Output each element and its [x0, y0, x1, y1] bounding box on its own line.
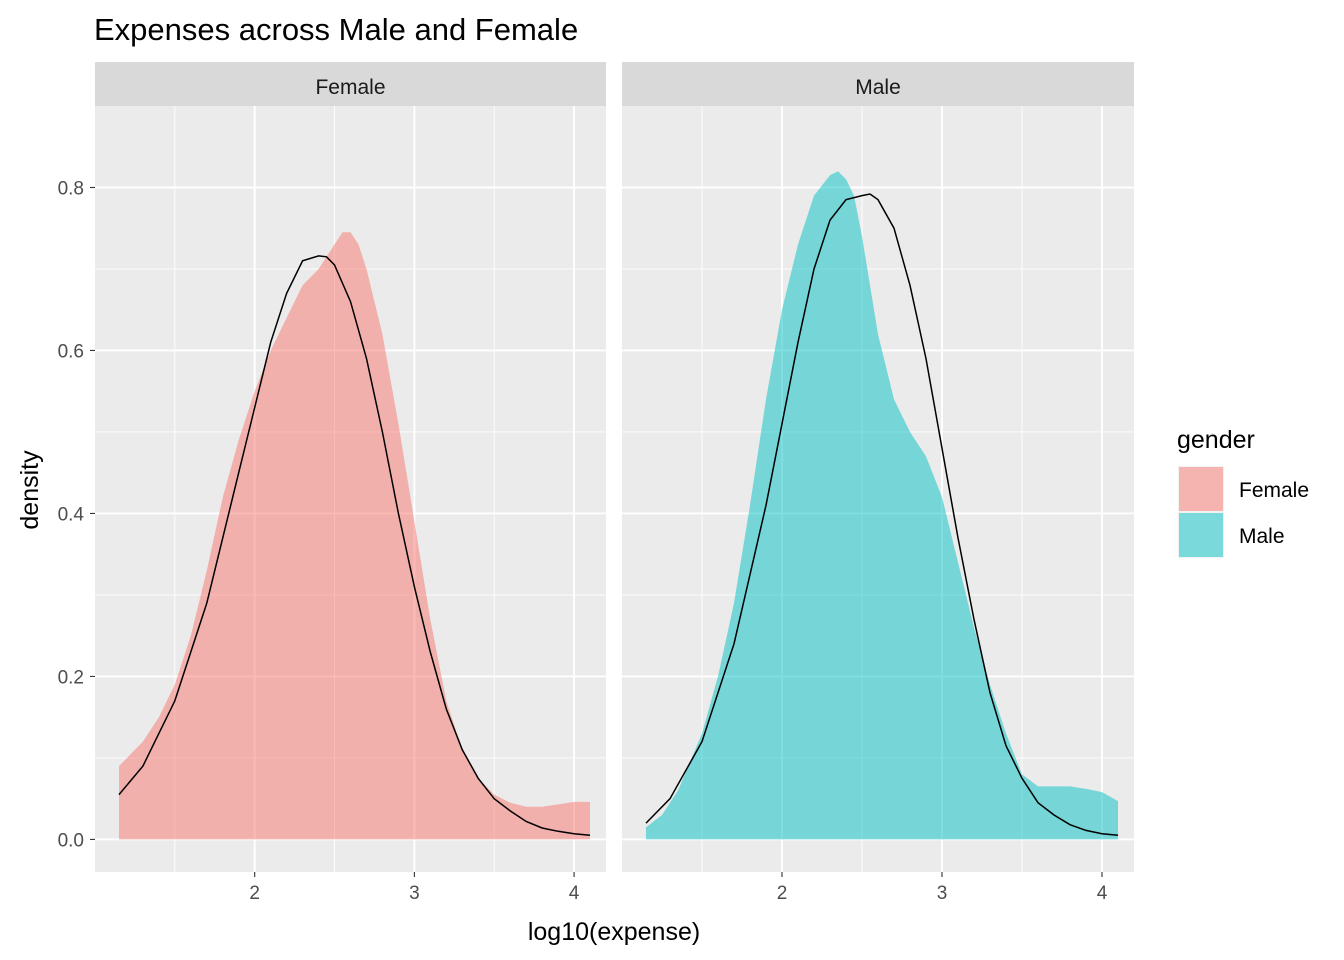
x-tick-label: 3 — [409, 883, 420, 904]
strip-female — [95, 62, 606, 106]
legend: gender Female Male — [1177, 426, 1309, 558]
density-area-female — [119, 232, 590, 840]
x-tick-label: 2 — [777, 883, 788, 904]
panel-male: Male 2 3 4 — [622, 62, 1134, 904]
strip-label-female: Female — [315, 76, 385, 99]
y-tick-label: 0.4 — [58, 504, 85, 525]
legend-swatch-male — [1179, 513, 1223, 557]
x-axis-ticks-male: 2 3 4 — [777, 872, 1108, 904]
normal-curve-female — [118, 255, 591, 837]
strip-label-male: Male — [855, 76, 901, 99]
strip-male — [622, 62, 1134, 106]
x-tick-label: 2 — [249, 883, 260, 904]
x-tick-label: 4 — [1097, 883, 1108, 904]
x-tick-label: 3 — [937, 883, 948, 904]
x-axis-title: log10(expense) — [528, 918, 700, 946]
panel-female: Female 2 3 4 — [95, 62, 606, 904]
chart-title: Expenses across Male and Female — [94, 12, 578, 47]
density-area-male — [646, 171, 1118, 840]
legend-label-male: Male — [1239, 525, 1285, 548]
y-tick-label: 0.6 — [58, 341, 84, 362]
y-axis-title: density — [16, 450, 44, 530]
marks-male — [645, 171, 1119, 840]
x-tick-label: 4 — [569, 883, 580, 904]
marks-female — [118, 232, 591, 840]
legend-label-female: Female — [1239, 479, 1309, 502]
y-tick-label: 0.2 — [58, 667, 84, 688]
y-tick-label: 0.0 — [58, 830, 84, 851]
normal-curve-male — [645, 193, 1119, 837]
legend-title: gender — [1177, 426, 1255, 454]
x-axis-ticks-female: 2 3 4 — [249, 872, 580, 904]
legend-items: Female Male — [1178, 466, 1309, 558]
y-axis-ticks: 0.0 0.2 0.4 0.6 0.8 — [58, 178, 95, 851]
y-tick-label: 0.8 — [58, 178, 84, 199]
legend-swatch-female — [1179, 467, 1223, 511]
